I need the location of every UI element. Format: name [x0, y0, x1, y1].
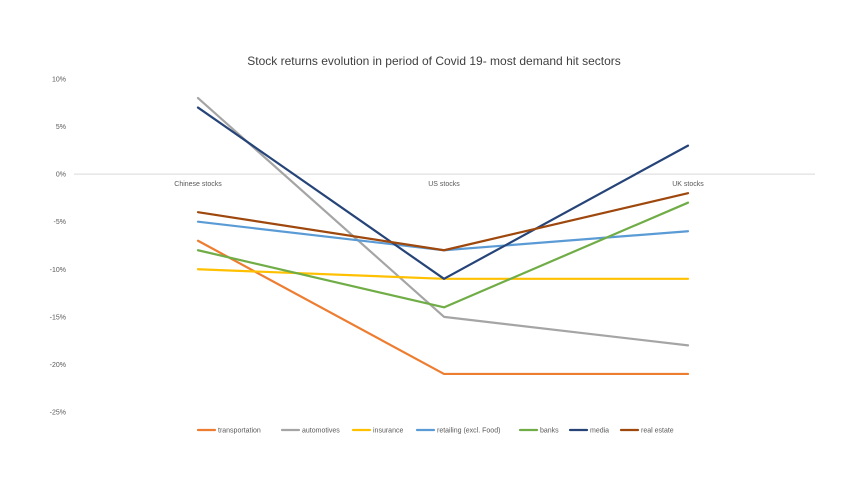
- legend-item: automotives: [280, 428, 340, 435]
- legend-label: media: [590, 428, 609, 435]
- series-layer: [196, 96, 690, 376]
- legend-item: media: [568, 428, 609, 435]
- legend-label: transportation: [218, 428, 261, 435]
- x-tick-label: Chinese stocks: [174, 181, 222, 188]
- legend-item: real estate: [619, 428, 674, 435]
- legend-label: real estate: [641, 428, 674, 435]
- legend-label: insurance: [373, 428, 403, 435]
- series-line-media: [196, 106, 690, 280]
- y-tick-label: 10%: [52, 77, 66, 84]
- y-tick-label: -15%: [50, 314, 66, 321]
- y-tick-label: 5%: [56, 124, 66, 131]
- series-line-automotives: [196, 96, 690, 347]
- axis-layer: 10% 5% 0% -5% -10% -15% -20% -25% Chinese stocks…: [50, 77, 815, 417]
- series-line-banks: [196, 201, 690, 309]
- y-tick-label: -20%: [50, 362, 66, 369]
- legend-label: retailing (excl. Food): [437, 428, 500, 435]
- y-tick-label: -10%: [50, 267, 66, 274]
- legend-label: automotives: [302, 428, 340, 435]
- legend-item: insurance: [351, 428, 403, 435]
- x-tick-label: UK stocks: [672, 181, 704, 188]
- y-tick-label: -25%: [50, 410, 66, 417]
- legend-item: retailing (excl. Food): [415, 428, 500, 435]
- x-tick-label: US stocks: [428, 181, 460, 188]
- chart-title: Stock returns evolution in period of Cov…: [247, 54, 621, 68]
- legend-label: banks: [540, 428, 559, 435]
- y-tick-label: -5%: [54, 219, 66, 226]
- series-line-real-estate: [196, 192, 690, 252]
- series-line-retailing-excl-food: [196, 220, 690, 252]
- legend-item: transportation: [196, 428, 261, 435]
- y-tick-label: 0%: [56, 172, 66, 179]
- legend-item: banks: [518, 428, 559, 435]
- legend: transportation automotives insurance retail…: [196, 428, 674, 435]
